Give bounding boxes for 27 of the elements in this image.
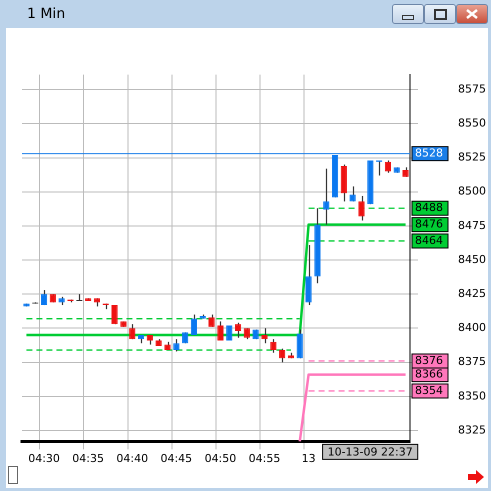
- y-tick-label: 8500: [458, 184, 486, 198]
- data-label: 8354: [415, 384, 443, 397]
- x-tick-label: 13: [302, 452, 316, 465]
- x-tick-label: 04:35: [72, 452, 104, 465]
- x-tick-label: 04:55: [248, 452, 280, 465]
- text: 10-13-09 22:37: [328, 445, 413, 458]
- y-tick-label: 8450: [458, 252, 486, 266]
- x-tick-label: 04:40: [116, 452, 148, 465]
- data-label: 8464: [415, 234, 443, 247]
- data-label: 8476: [415, 217, 443, 230]
- y-tick-label: 8475: [458, 218, 486, 232]
- y-tick-label: 8425: [458, 286, 486, 300]
- x-tick-label: 04:45: [160, 452, 192, 465]
- ref-line-label: 8528: [415, 146, 443, 160]
- chart-title: 1 Min: [27, 6, 66, 22]
- data-label: 8366: [415, 367, 443, 380]
- data-label: 8376: [415, 354, 443, 367]
- y-tick-label: 8400: [458, 321, 486, 334]
- x-tick-label: 04:50: [204, 452, 236, 465]
- y-tick-label: 8350: [458, 389, 486, 402]
- x-tick-label: 04:30: [28, 452, 60, 465]
- y-tick-label: 8550: [458, 116, 486, 130]
- y-tick-label: 8325: [458, 423, 486, 436]
- y-tick-label: 8575: [458, 82, 486, 96]
- y-tick-label: 8525: [458, 150, 486, 164]
- data-label: 8488: [415, 201, 443, 214]
- y-tick-label: 8375: [458, 355, 486, 368]
